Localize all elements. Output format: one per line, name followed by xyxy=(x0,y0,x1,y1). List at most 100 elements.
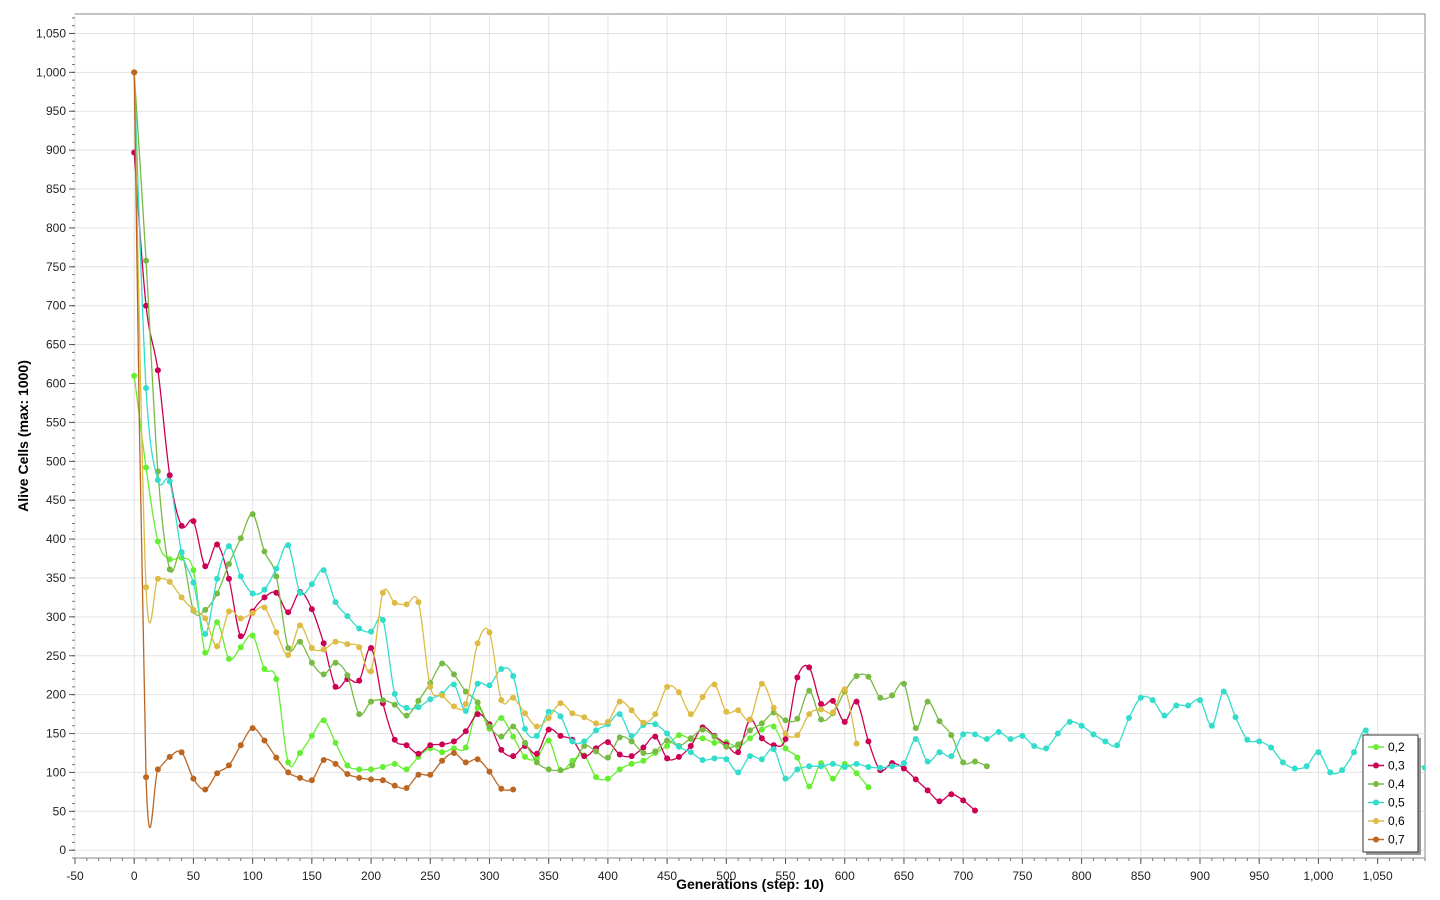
data-point xyxy=(261,737,268,744)
data-point xyxy=(675,732,682,739)
data-point xyxy=(498,665,505,672)
x-tick-label: 0 xyxy=(131,869,138,883)
data-point xyxy=(640,744,647,751)
x-tick-label: -50 xyxy=(66,869,84,883)
data-point xyxy=(664,742,671,749)
series-0-5 xyxy=(131,69,1425,782)
data-point xyxy=(593,720,600,727)
data-point xyxy=(675,689,682,696)
data-point xyxy=(462,707,469,714)
data-point xyxy=(1019,732,1026,739)
data-point xyxy=(675,753,682,760)
data-point xyxy=(782,745,789,752)
data-point xyxy=(960,731,967,738)
data-point xyxy=(841,763,848,770)
data-point xyxy=(900,680,907,687)
data-point xyxy=(462,744,469,751)
data-point xyxy=(273,573,280,580)
data-point xyxy=(297,589,303,596)
legend-swatch-marker xyxy=(1373,744,1379,750)
data-point xyxy=(711,755,718,762)
data-point xyxy=(356,774,363,781)
data-point xyxy=(143,385,150,392)
data-point xyxy=(995,728,1002,735)
x-tick-label: 900 xyxy=(1190,869,1210,883)
data-point xyxy=(936,798,943,805)
x-tick-label: 150 xyxy=(302,869,322,883)
data-point xyxy=(806,763,813,770)
data-point xyxy=(687,735,694,742)
data-point xyxy=(510,694,517,701)
data-point xyxy=(202,615,209,622)
y-tick-label: 1,000 xyxy=(36,65,66,79)
data-point xyxy=(439,741,446,748)
data-point xyxy=(214,575,221,582)
data-point xyxy=(770,746,777,753)
series-0-2 xyxy=(131,372,872,791)
data-point xyxy=(853,770,860,777)
x-tick-label: 450 xyxy=(657,869,677,883)
legend-box xyxy=(1362,734,1419,853)
data-point xyxy=(166,472,173,479)
data-point xyxy=(190,579,197,586)
data-point xyxy=(356,677,363,684)
data-point xyxy=(154,367,161,374)
data-point xyxy=(900,765,907,772)
data-point xyxy=(249,590,256,597)
y-tick-label: 0 xyxy=(59,843,66,857)
data-point xyxy=(557,700,564,707)
data-point xyxy=(154,766,161,773)
data-point xyxy=(214,619,221,626)
data-point xyxy=(841,686,848,693)
data-point xyxy=(320,567,327,574)
data-point xyxy=(391,599,398,606)
data-point xyxy=(285,644,292,651)
data-point xyxy=(1350,749,1357,756)
data-point xyxy=(699,693,706,700)
x-tick-label: 700 xyxy=(953,869,973,883)
data-point xyxy=(794,674,801,681)
legend-label: 0,7 xyxy=(1388,833,1405,847)
data-point xyxy=(379,616,386,623)
data-point xyxy=(403,784,410,791)
data-point xyxy=(1173,702,1180,709)
data-point xyxy=(1043,745,1050,752)
data-point xyxy=(308,777,315,784)
data-point xyxy=(699,756,706,763)
data-point xyxy=(747,716,753,723)
data-point xyxy=(214,643,221,650)
data-point xyxy=(1362,727,1369,734)
data-point xyxy=(829,709,836,716)
data-point xyxy=(249,632,256,639)
data-point xyxy=(486,768,493,775)
data-point xyxy=(273,565,280,572)
data-point xyxy=(273,676,280,683)
y-tick-label: 650 xyxy=(46,338,66,352)
y-tick-label: 550 xyxy=(46,415,66,429)
data-point xyxy=(510,753,517,760)
data-point xyxy=(510,723,517,730)
data-point xyxy=(131,372,138,379)
data-point xyxy=(557,732,564,739)
data-point xyxy=(1220,688,1227,695)
data-point xyxy=(522,710,528,717)
y-tick-label: 700 xyxy=(46,299,66,313)
data-point xyxy=(450,738,457,745)
data-point xyxy=(652,748,659,755)
data-point xyxy=(758,735,765,742)
data-point xyxy=(782,735,789,742)
data-point xyxy=(403,601,410,608)
data-point xyxy=(308,659,315,666)
data-point xyxy=(261,594,268,601)
data-point xyxy=(462,688,469,695)
data-point xyxy=(249,725,256,732)
data-point xyxy=(474,680,481,687)
legend-label: 0,2 xyxy=(1388,740,1405,754)
data-point xyxy=(1422,764,1425,771)
data-point xyxy=(569,738,576,745)
data-point xyxy=(154,575,161,582)
data-point xyxy=(320,756,327,763)
data-point xyxy=(237,633,244,640)
data-point xyxy=(237,573,244,580)
legend: 0,2 0,3 0,4 0,5 0,6 0,7 xyxy=(1362,734,1421,855)
